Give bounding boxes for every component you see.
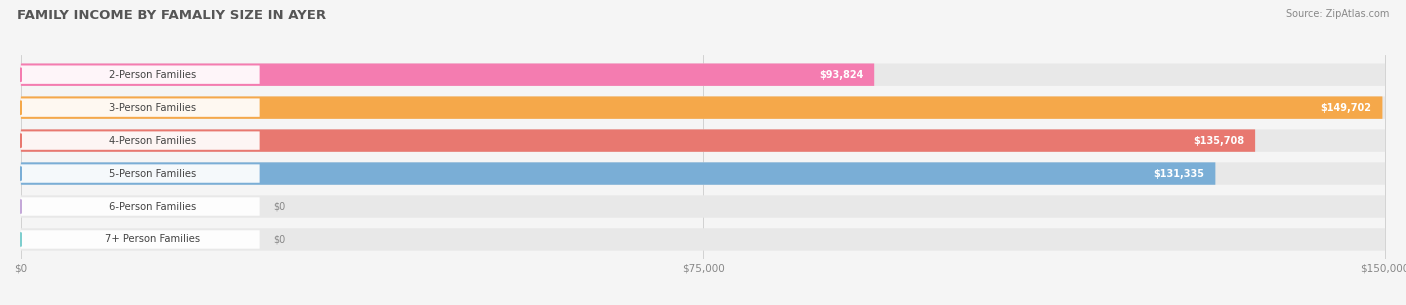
Text: $93,824: $93,824 bbox=[818, 70, 863, 80]
Text: $0: $0 bbox=[273, 202, 285, 211]
FancyBboxPatch shape bbox=[21, 129, 1256, 152]
FancyBboxPatch shape bbox=[21, 96, 1382, 119]
FancyBboxPatch shape bbox=[21, 96, 1385, 119]
FancyBboxPatch shape bbox=[21, 162, 1385, 185]
FancyBboxPatch shape bbox=[21, 129, 1385, 152]
Text: $131,335: $131,335 bbox=[1153, 169, 1205, 178]
FancyBboxPatch shape bbox=[21, 99, 260, 117]
Text: FAMILY INCOME BY FAMALIY SIZE IN AYER: FAMILY INCOME BY FAMALIY SIZE IN AYER bbox=[17, 9, 326, 22]
FancyBboxPatch shape bbox=[21, 228, 1385, 251]
Text: $149,702: $149,702 bbox=[1320, 103, 1371, 113]
Text: 5-Person Families: 5-Person Families bbox=[108, 169, 195, 178]
FancyBboxPatch shape bbox=[21, 162, 1215, 185]
Text: $135,708: $135,708 bbox=[1194, 136, 1244, 145]
Text: 6-Person Families: 6-Person Families bbox=[108, 202, 195, 211]
FancyBboxPatch shape bbox=[21, 66, 260, 84]
FancyBboxPatch shape bbox=[21, 197, 260, 216]
FancyBboxPatch shape bbox=[21, 195, 1385, 218]
Text: 7+ Person Families: 7+ Person Families bbox=[104, 235, 200, 245]
FancyBboxPatch shape bbox=[21, 63, 1385, 86]
FancyBboxPatch shape bbox=[21, 131, 260, 150]
Text: $0: $0 bbox=[273, 235, 285, 245]
Text: Source: ZipAtlas.com: Source: ZipAtlas.com bbox=[1285, 9, 1389, 19]
FancyBboxPatch shape bbox=[21, 63, 875, 86]
Text: 2-Person Families: 2-Person Families bbox=[108, 70, 195, 80]
Text: 4-Person Families: 4-Person Families bbox=[108, 136, 195, 145]
FancyBboxPatch shape bbox=[21, 230, 260, 249]
Text: 3-Person Families: 3-Person Families bbox=[108, 103, 195, 113]
FancyBboxPatch shape bbox=[21, 164, 260, 183]
